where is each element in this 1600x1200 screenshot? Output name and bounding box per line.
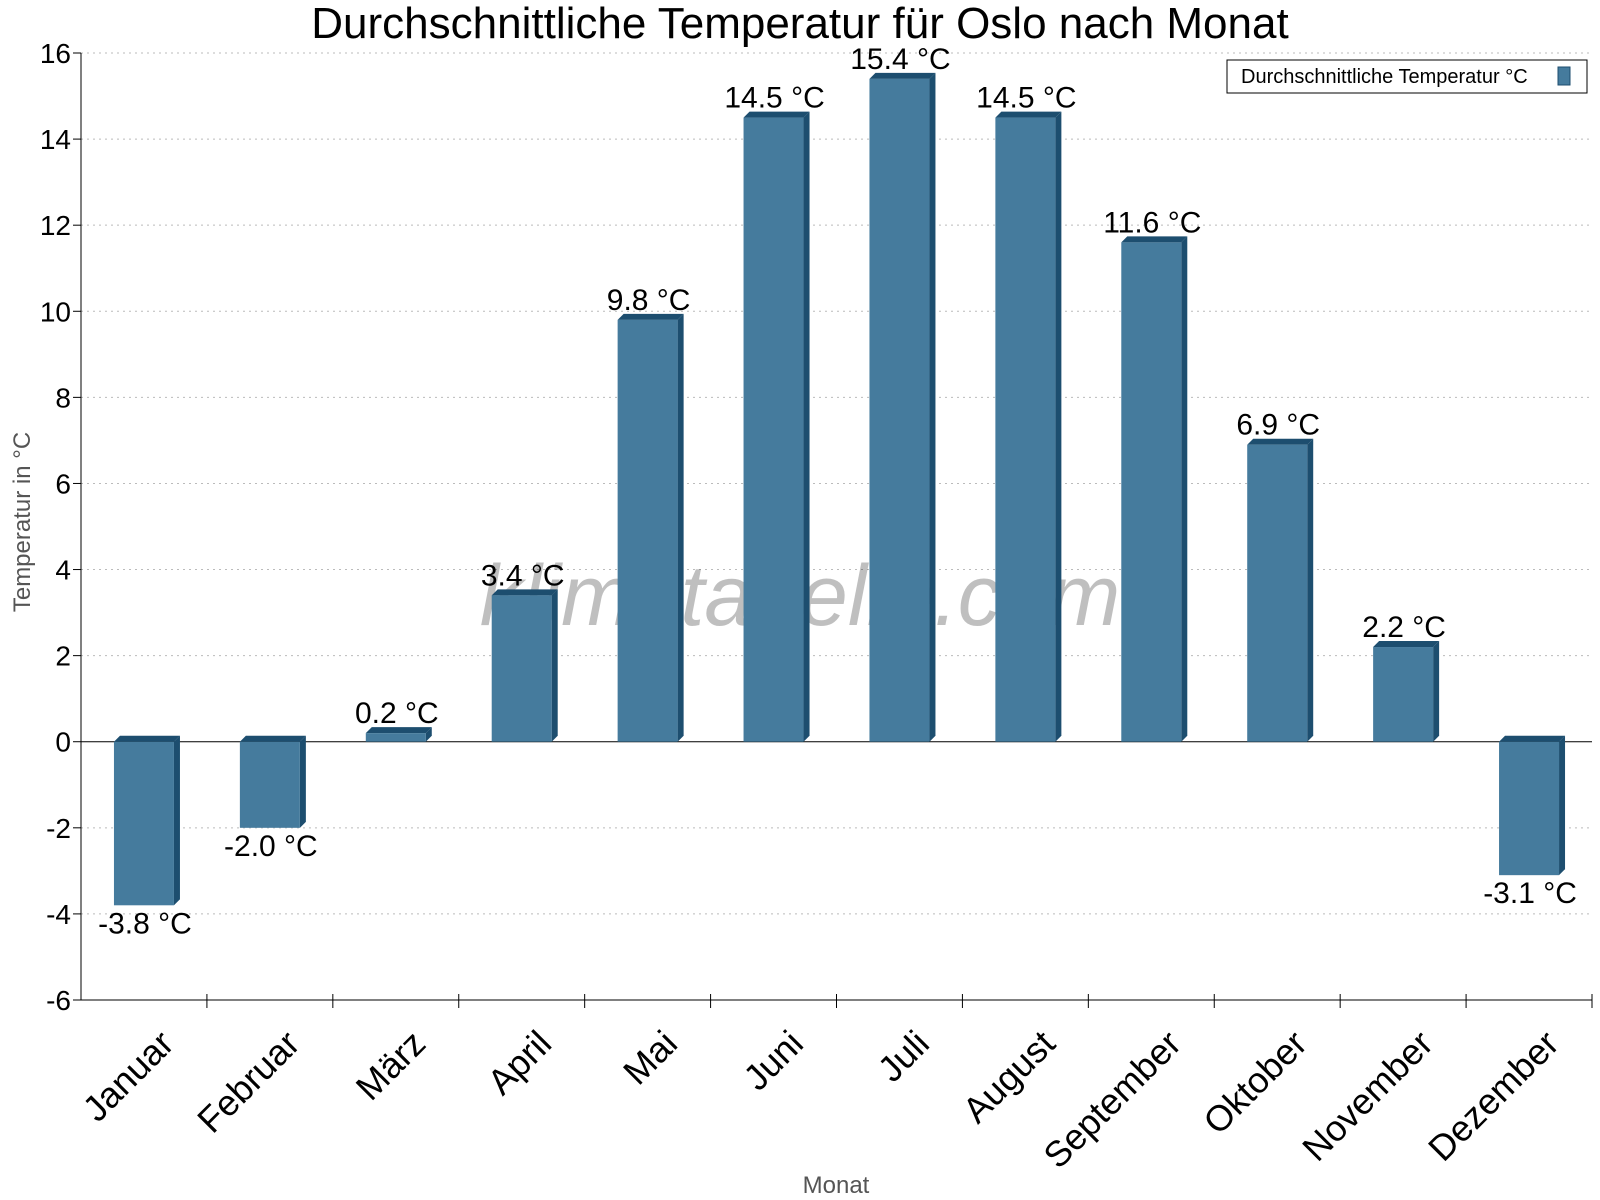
legend-label: Durchschnittliche Temperatur °C	[1241, 66, 1528, 88]
bar-side	[1433, 641, 1440, 742]
y-tick-label: 16	[40, 38, 71, 69]
bar-front	[617, 319, 678, 742]
x-tick-label: April	[479, 1022, 559, 1102]
bar-top	[113, 735, 180, 742]
axes	[73, 52, 1593, 1008]
bar-front	[1499, 741, 1560, 876]
bar	[869, 72, 936, 742]
bar-value-label: 3.4 °C	[481, 559, 565, 592]
legend: Durchschnittliche Temperatur °C	[1226, 59, 1588, 94]
bar-side	[1307, 438, 1314, 742]
y-tick-label: 2	[55, 641, 71, 672]
bar-side	[1559, 735, 1566, 876]
bar-top	[617, 313, 684, 320]
x-tick-label: Oktober	[1195, 1022, 1315, 1142]
x-tick-label: Dezember	[1420, 1022, 1566, 1168]
bar-front	[995, 117, 1056, 742]
bar-value-label: 15.4 °C	[850, 43, 950, 76]
bar-value-label: -3.8 °C	[98, 907, 192, 940]
bar-top	[869, 72, 936, 79]
x-tick-labels: Januar Februar März April Mai Juni Juli AugustS…	[75, 1022, 1567, 1176]
bar-top	[1499, 735, 1566, 742]
bar-front	[113, 741, 174, 906]
bar-front	[869, 78, 930, 742]
bar-top	[491, 589, 558, 596]
bar-top	[239, 735, 306, 742]
bar-value-label: 2.2 °C	[1362, 611, 1446, 644]
bar	[239, 735, 306, 828]
bar-front	[743, 117, 804, 742]
bar-side	[803, 111, 810, 742]
bar-side	[425, 727, 432, 742]
bar	[1247, 438, 1314, 742]
y-axis-label: Temperatur in °C	[9, 432, 36, 612]
bar-side	[299, 735, 306, 828]
chart-title: Durchschnittliche Temperatur für Oslo na…	[311, 0, 1288, 48]
bar-side	[551, 589, 558, 742]
x-axis-label: Monat	[803, 1172, 870, 1199]
bar-front	[1247, 444, 1308, 742]
bar-value-label: 0.2 °C	[355, 697, 439, 730]
bar-top	[1373, 641, 1440, 648]
bar-value-label: 14.5 °C	[976, 82, 1076, 115]
x-tick-label: Februar	[189, 1022, 307, 1140]
bar-top	[1247, 438, 1314, 445]
y-tick-label: 6	[55, 468, 71, 499]
x-tick-label: Januar	[75, 1022, 182, 1129]
y-tick-label: 14	[40, 124, 71, 155]
legend-swatch	[1557, 66, 1571, 86]
y-tick-label: 8	[55, 382, 71, 413]
x-tick-label: März	[348, 1022, 434, 1108]
y-tick-label: -2	[46, 813, 71, 844]
bar-value-label: -3.1 °C	[1483, 877, 1577, 910]
x-tick-label: November	[1294, 1022, 1440, 1168]
bar	[1499, 735, 1566, 876]
bar-side	[173, 735, 180, 906]
bar-value-label: 14.5 °C	[724, 82, 824, 115]
bar	[1121, 236, 1188, 742]
legend-box	[1226, 59, 1588, 94]
bar-front	[1121, 242, 1182, 742]
x-tick-label: August	[955, 1022, 1063, 1130]
bar-front	[365, 733, 426, 742]
bar-top	[1121, 236, 1188, 243]
bar-value-label: 6.9 °C	[1236, 409, 1320, 442]
bar-side	[929, 72, 936, 742]
y-tick-label: 12	[40, 210, 71, 241]
x-tick-label: Mai	[615, 1022, 685, 1092]
bar	[617, 313, 684, 742]
bar-top	[743, 111, 810, 118]
bar-value-label: 9.8 °C	[607, 284, 691, 317]
y-tick-label: 0	[55, 727, 71, 758]
y-tick-label: 4	[55, 555, 71, 586]
bar-front	[239, 741, 300, 828]
bar-side	[1181, 236, 1188, 742]
bar-value-label: -2.0 °C	[224, 830, 318, 863]
x-tick-label: September	[1035, 1022, 1189, 1176]
bar-value-label: 11.6 °C	[1103, 206, 1201, 239]
bar	[743, 111, 810, 742]
bar-top	[365, 727, 432, 734]
x-tick-label: Juni	[735, 1022, 811, 1098]
bar	[995, 111, 1062, 742]
bar-labels: -3.8 °C -2.0 °C 0.2 °C 3.4 °C 9.8 °C 14.5 °C 1…	[98, 43, 1577, 940]
y-tick-label: 10	[40, 296, 71, 327]
bars	[113, 72, 1566, 906]
bar	[113, 735, 180, 906]
bar	[1373, 641, 1440, 742]
bar-top	[995, 111, 1062, 118]
bar-side	[1055, 111, 1062, 742]
bar-front	[1373, 647, 1434, 742]
y-tick-label: -4	[46, 899, 71, 930]
bar-side	[677, 313, 684, 742]
x-tick-label: Juli	[870, 1022, 937, 1089]
y-tick-labels: -6 -4 -2 0 2 4 6 8 10 12 14 16	[40, 38, 71, 1016]
bar-front	[491, 595, 552, 742]
y-tick-label: -6	[46, 985, 71, 1016]
bar	[491, 589, 558, 742]
bar	[365, 727, 432, 742]
